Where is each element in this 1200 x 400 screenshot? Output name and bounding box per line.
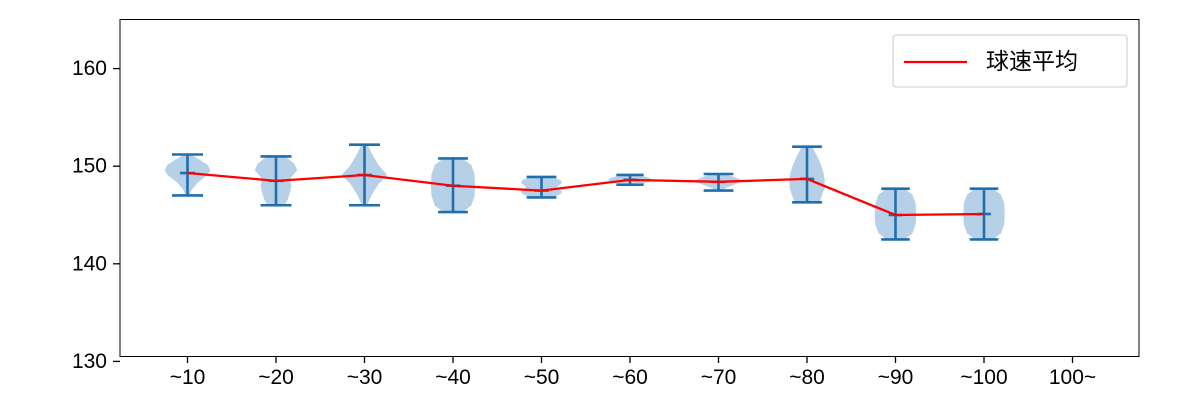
svg-text:~50: ~50 (524, 366, 560, 389)
svg-text:~60: ~60 (612, 366, 648, 389)
svg-text:140: 140 (72, 252, 107, 275)
svg-text:~30: ~30 (347, 366, 383, 389)
svg-text:~90: ~90 (878, 366, 914, 389)
svg-text:160: 160 (72, 57, 107, 80)
svg-text:~20: ~20 (258, 366, 294, 389)
svg-text:100~: 100~ (1049, 366, 1096, 389)
svg-text:~80: ~80 (789, 366, 825, 389)
svg-text:~100: ~100 (960, 366, 1007, 389)
svg-text:130: 130 (72, 350, 107, 373)
svg-text:球速平均: 球速平均 (986, 48, 1078, 74)
svg-text:~40: ~40 (435, 366, 471, 389)
svg-text:150: 150 (72, 155, 107, 178)
svg-text:~70: ~70 (701, 366, 737, 389)
svg-text:~10: ~10 (170, 366, 206, 389)
